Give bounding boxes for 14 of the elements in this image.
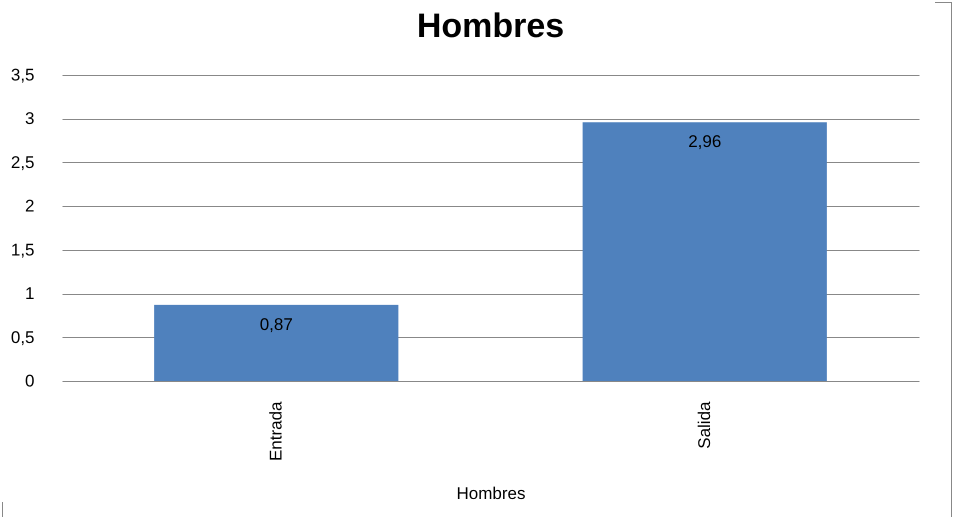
x-tick-label: Entrada [266, 400, 286, 462]
y-tick-label: 3,5 [10, 66, 34, 84]
data-label: 0,87 [260, 314, 293, 334]
y-tick-label: 3 [25, 109, 34, 128]
y-tick-label: 2,5 [10, 152, 34, 172]
y-tick-label: 1,5 [10, 240, 34, 260]
y-tick-label: 2 [25, 196, 34, 216]
chart-title: Hombres [416, 7, 564, 45]
y-tick-label: 0,5 [10, 328, 34, 347]
y-tick-label: 0 [25, 372, 34, 390]
x-axis-title: Hombres [456, 484, 526, 504]
data-label: 2,96 [688, 132, 722, 152]
x-tick-label: Salida [694, 400, 714, 449]
y-tick-label: 1 [25, 284, 34, 304]
